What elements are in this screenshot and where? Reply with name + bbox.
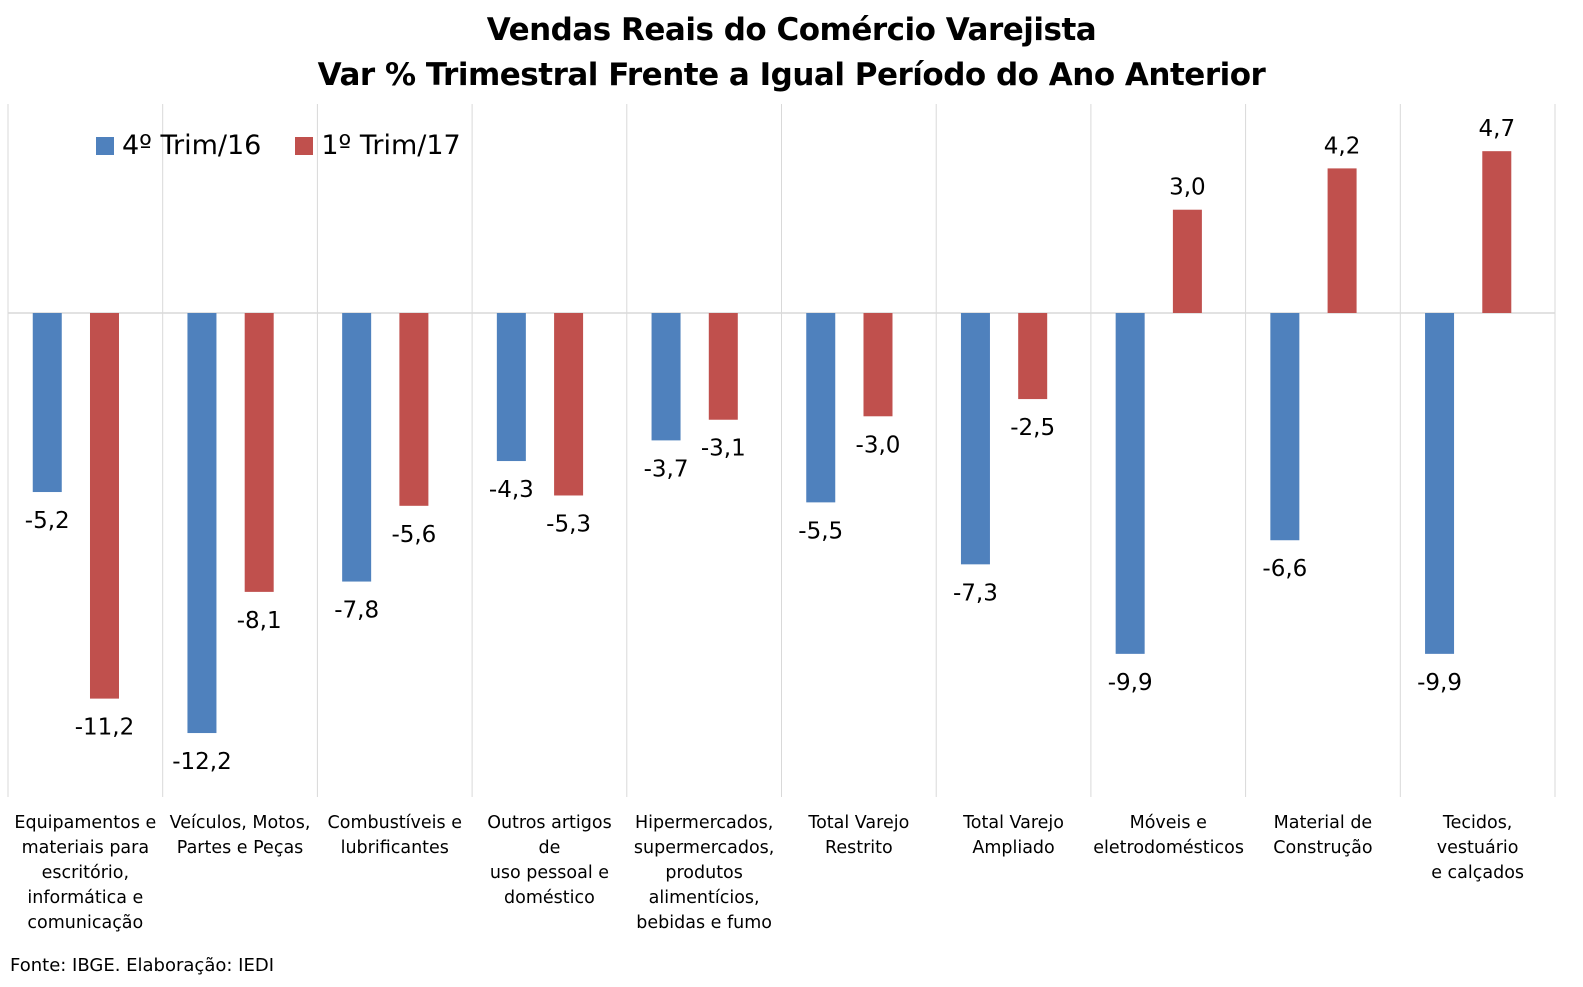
category-label-8: Móveis e eletrodomésticos [1093, 811, 1244, 861]
bar-series2-6 [863, 313, 893, 417]
data-label-series1-8: -9,9 [1108, 670, 1153, 696]
category-label-line: lubrificantes [340, 838, 449, 858]
data-label-series2-2: -8,1 [237, 608, 282, 634]
category-label-line: Combustíveis e [327, 813, 462, 833]
bar-series1-1 [32, 313, 62, 493]
category-label-6: Total Varejo Restrito [784, 811, 934, 861]
data-label-series2-10: 4,7 [1479, 116, 1516, 142]
category-label-line: Partes e Peças [176, 838, 304, 858]
data-label-layer: -5,2 -12,2 -7,8 -4,3 -3,7 -5,5 -7,3 -9,9 -6,6 -9,… [25, 116, 1515, 775]
legend-item-series1: 4º Trim/16 [96, 130, 261, 161]
bar-layer [32, 151, 1512, 734]
category-label-line: Veículos, Motos, [169, 813, 311, 833]
legend-swatch-series2 [295, 136, 314, 155]
bar-series2-5 [708, 313, 738, 420]
category-label-7: Total Varejo Ampliado [939, 811, 1089, 861]
category-label-line: alimentícios, [648, 888, 760, 908]
data-label-series1-1: -5,2 [25, 508, 70, 534]
category-label-1: Equipamentos e materiais para escritório, i… [10, 811, 160, 936]
category-label-4: Outros artigos de uso pessoal e doméstico [474, 811, 624, 911]
data-label-series2-8: 3,0 [1169, 175, 1206, 201]
data-label-series2-1: -11,2 [75, 715, 135, 741]
category-label-line: Equipamentos e [14, 813, 157, 833]
category-label-line: informática e [27, 888, 144, 908]
bar-series1-10 [1425, 313, 1455, 654]
category-label-line: doméstico [504, 888, 595, 908]
category-label-line: Restrito [824, 838, 893, 858]
category-label-line: eletrodomésticos [1093, 838, 1244, 858]
data-label-series2-7: -2,5 [1010, 415, 1055, 441]
data-label-series2-5: -3,1 [701, 436, 746, 462]
bar-series1-3 [342, 313, 372, 582]
bar-series2-3 [399, 313, 429, 506]
category-label-line: escritório, [41, 863, 130, 883]
data-label-series1-10: -9,9 [1417, 670, 1462, 696]
category-label-line: supermercados, [633, 838, 775, 858]
bar-series2-4 [554, 313, 584, 496]
chart-title-line2: Var % Trimestral Frente a Igual Período … [317, 57, 1266, 93]
bar-series1-2 [187, 313, 217, 734]
category-label-2: Veículos, Motos, Partes e Peças [165, 811, 315, 861]
data-label-series2-6: -3,0 [856, 432, 901, 458]
grid-layer [7, 104, 1556, 797]
category-label-line: produtos [665, 863, 743, 883]
bar-series1-9 [1270, 313, 1300, 541]
category-label-line: Total Varejo [963, 813, 1064, 833]
category-label-line: Construção [1273, 838, 1373, 858]
bar-series1-7 [960, 313, 990, 565]
bar-series2-10 [1482, 151, 1512, 313]
bar-series2-9 [1327, 168, 1357, 313]
bar-series2-2 [244, 313, 274, 592]
category-label-line: materiais para [21, 838, 150, 858]
bar-series2-8 [1172, 209, 1202, 313]
data-label-series1-3: -7,8 [334, 598, 379, 624]
legend-label-series1: 4º Trim/16 [122, 130, 262, 161]
bar-series1-8 [1115, 313, 1145, 654]
category-label-line: Hipermercados, [635, 813, 774, 833]
data-label-series1-2: -12,2 [172, 749, 232, 775]
category-label-line: Total Varejo [808, 813, 910, 833]
data-label-series1-9: -6,6 [1262, 556, 1307, 582]
bar-series1-4 [496, 313, 526, 462]
data-label-series1-7: -7,3 [953, 580, 998, 606]
legend-swatch-series1 [96, 136, 114, 155]
bar-series2-7 [1018, 313, 1048, 400]
bar-series2-1 [89, 313, 119, 699]
category-label-line: Tecidos, vestuário [1436, 813, 1519, 858]
category-label-10: Tecidos, vestuário e calçados [1403, 811, 1553, 886]
bar-series1-5 [651, 313, 681, 441]
bar-series1-6 [806, 313, 836, 503]
data-label-series2-4: -5,3 [546, 511, 591, 537]
category-label-line: Outros artigos de [487, 813, 612, 858]
category-label-5: Hipermercados, supermercados, produtos alim… [629, 811, 779, 936]
data-label-series2-9: 4,2 [1324, 133, 1361, 159]
data-label-series1-6: -5,5 [798, 518, 843, 544]
category-label-line: Móveis e [1129, 813, 1207, 833]
legend: 4º Trim/16 1º Trim/17 [96, 130, 495, 161]
legend-label-series2: 1º Trim/17 [321, 130, 461, 161]
chart-title-line1: Vendas Reais do Comércio Varejista [486, 12, 1097, 48]
category-label-line: Material de [1273, 813, 1373, 833]
category-label-line: e calçados [1431, 863, 1525, 883]
category-label-line: uso pessoal e [489, 863, 610, 883]
category-label-line: bebidas e fumo [636, 913, 772, 933]
data-label-series2-3: -5,6 [391, 522, 436, 548]
category-label-line: Ampliado [972, 838, 1055, 858]
data-label-series1-4: -4,3 [489, 477, 534, 503]
chart-title: Vendas Reais do Comércio Varejista Var %… [0, 8, 1583, 98]
data-label-series1-5: -3,7 [644, 456, 689, 482]
category-label-line: comunicação [27, 913, 144, 933]
category-label-9: Material de Construção [1248, 811, 1398, 861]
legend-item-series2: 1º Trim/17 [295, 130, 461, 161]
category-label-3: Combustíveis e lubrificantes [320, 811, 470, 861]
source-note: Fonte: IBGE. Elaboração: IEDI [10, 955, 275, 976]
